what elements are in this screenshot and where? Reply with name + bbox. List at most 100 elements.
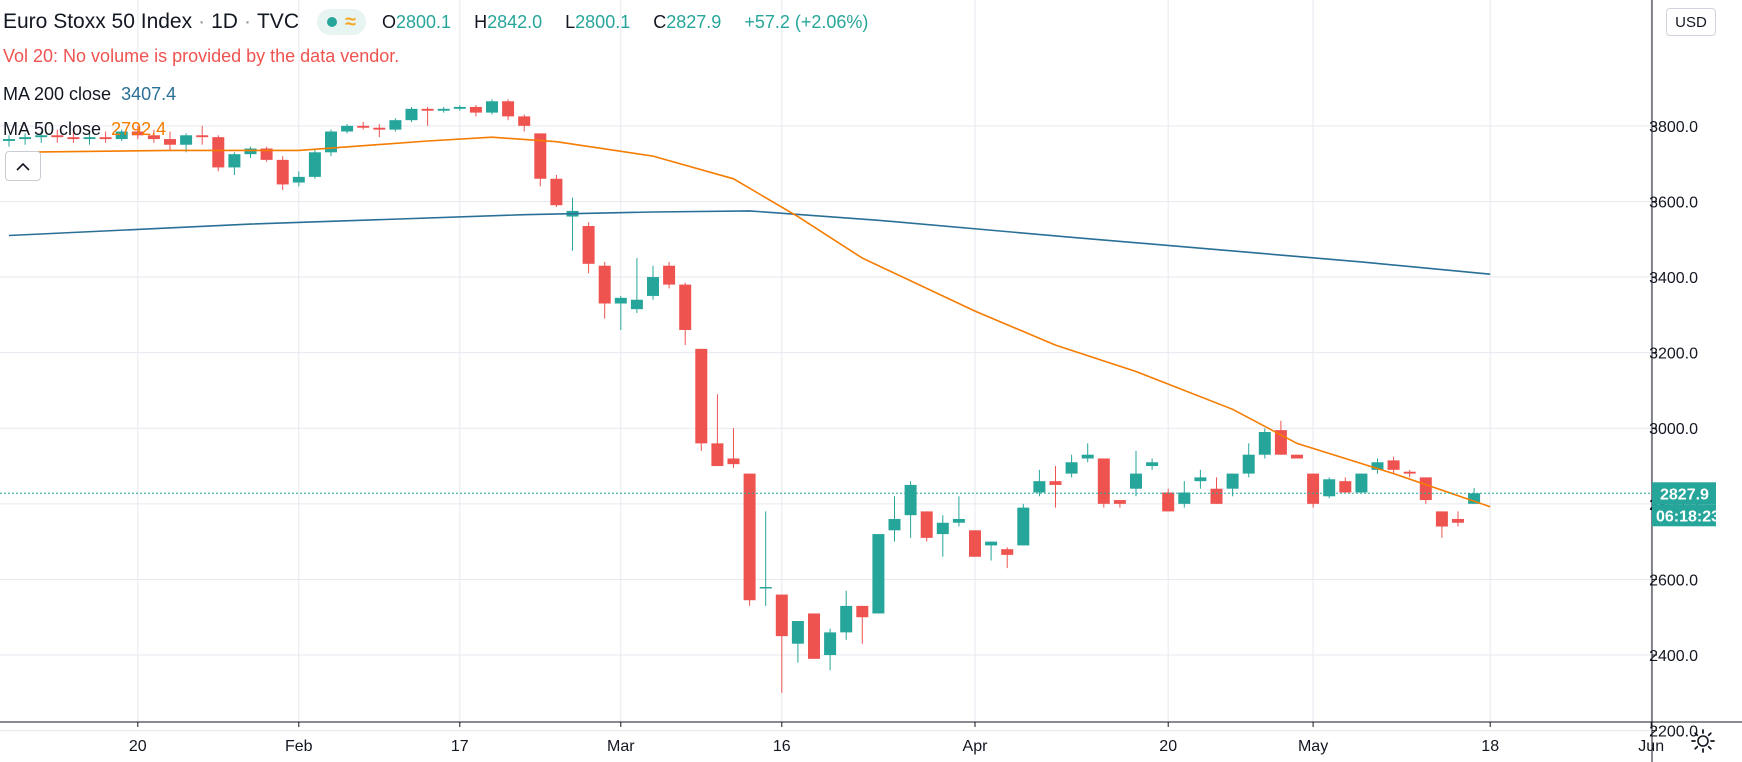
candle-body (1323, 479, 1336, 497)
time-axis-label: Jun (1638, 738, 1664, 755)
candle-body (791, 621, 804, 644)
market-status-badge[interactable]: ≈ (316, 9, 366, 35)
candle-body (196, 135, 209, 138)
candle-body (1226, 473, 1239, 489)
candle-body (663, 265, 676, 285)
moving-average-lines (8, 136, 1491, 508)
candle-body (180, 135, 193, 145)
candle-body (389, 120, 402, 130)
time-axis-label: 20 (129, 738, 147, 755)
candle-body (775, 594, 788, 637)
candle-body (212, 137, 225, 168)
candle-body (1403, 471, 1416, 474)
time-axis-label: Feb (285, 738, 313, 755)
candle-body (147, 135, 160, 140)
change-value: +57.2 (+2.06%) (744, 11, 869, 32)
ohlc-values: O2800.1 H2842.0 L2800.1 C2827.9 +57.2 (+… (382, 12, 877, 33)
price-axis-label: 3000.0 (1649, 421, 1698, 438)
chevron-up-icon (16, 158, 30, 175)
candle-body (582, 226, 595, 264)
price-axis-label: 2200.0 (1649, 724, 1698, 741)
candle-body (518, 116, 531, 126)
time-axis-label: 16 (773, 738, 791, 755)
candles (3, 99, 1481, 693)
candle-body (502, 101, 515, 117)
candle-body (904, 484, 917, 516)
candle-body (1130, 473, 1142, 489)
last-price-tag (1652, 482, 1716, 505)
candle-body (67, 137, 80, 140)
candle-body (759, 587, 772, 589)
candle-body (1049, 481, 1062, 485)
separator-dot: · (243, 10, 251, 33)
price-axis-label: 3800.0 (1649, 119, 1698, 136)
candle-body (1017, 507, 1030, 546)
candle-body (1339, 481, 1352, 493)
ma50-label: MA 50 close (3, 119, 102, 139)
candle-body (1146, 462, 1159, 467)
price-axis[interactable]: 2200.02400.02600.02800.03000.03200.03400… (1649, 119, 1698, 741)
candle-body (679, 284, 692, 330)
candle-body (1419, 477, 1432, 501)
candle-body (1468, 493, 1481, 504)
candle-body (1435, 511, 1448, 527)
time-axis-label: 17 (451, 738, 469, 755)
price-axis-label: 3200.0 (1649, 346, 1698, 363)
candle-body (131, 131, 144, 136)
currency-button[interactable]: USD (1666, 8, 1716, 36)
candle-body (1274, 430, 1287, 455)
candle-body (711, 443, 724, 467)
ma200-line (8, 210, 1491, 275)
candle-body (1033, 481, 1046, 493)
candle-body (437, 108, 450, 111)
candle-body (969, 530, 981, 557)
candle-body (952, 518, 965, 523)
countdown-label: 06:18:23 (1656, 508, 1720, 525)
candle-body (647, 277, 659, 296)
time-axis-label: Mar (607, 738, 635, 755)
last-price-tag-label: 2827.9 (1660, 486, 1709, 503)
candle-body (1355, 473, 1368, 493)
symbol-title[interactable]: Euro Stoxx 50 Index (3, 10, 193, 33)
candle-body (598, 265, 611, 304)
candle-body (936, 522, 949, 535)
candle-body (1242, 454, 1255, 474)
candle-body (357, 125, 370, 128)
ma50-value: 2792.4 (111, 119, 167, 139)
price-axis-label: 2600.0 (1649, 572, 1698, 589)
low-value: 2800.1 (575, 11, 631, 32)
interval-label[interactable]: 1D (211, 10, 238, 33)
candle-body (260, 148, 273, 160)
ma200-label: MA 200 close (3, 84, 112, 104)
candle-body (630, 299, 643, 310)
high-value: 2842.0 (487, 11, 543, 32)
ma200-legend[interactable]: MA 200 close 3407.4 (3, 84, 176, 105)
price-axis-label: 3600.0 (1649, 194, 1698, 211)
candle-body (824, 632, 837, 656)
candle-body (51, 135, 64, 138)
collapse-legend-button[interactable] (5, 151, 41, 181)
price-axis-label: 2400.0 (1649, 648, 1698, 665)
ma50-legend[interactable]: MA 50 close 2792.4 (3, 119, 166, 140)
high-label: H (474, 11, 488, 32)
candle-body (856, 605, 869, 618)
open-label: O (381, 11, 396, 32)
candle-body (228, 154, 241, 168)
time-axis[interactable]: 20 Feb 17 Mar 16 Apr 20 May 18 Jun (129, 722, 1664, 755)
candle-body (115, 131, 128, 140)
exchange-label: TVC (256, 10, 299, 33)
candle-body (164, 139, 176, 145)
candle-body (550, 178, 563, 206)
candle-body (888, 518, 901, 531)
candle-body (1210, 488, 1223, 504)
separator-dot: · (198, 10, 206, 33)
candle-body (99, 137, 112, 140)
candle-body (405, 108, 418, 121)
price-tags: 2827.9 06:18:23 (1652, 482, 1720, 527)
candle-body (276, 159, 289, 185)
candle-body (1097, 458, 1110, 504)
candle-body (453, 106, 466, 109)
settings-gear-icon[interactable] (1690, 728, 1716, 754)
